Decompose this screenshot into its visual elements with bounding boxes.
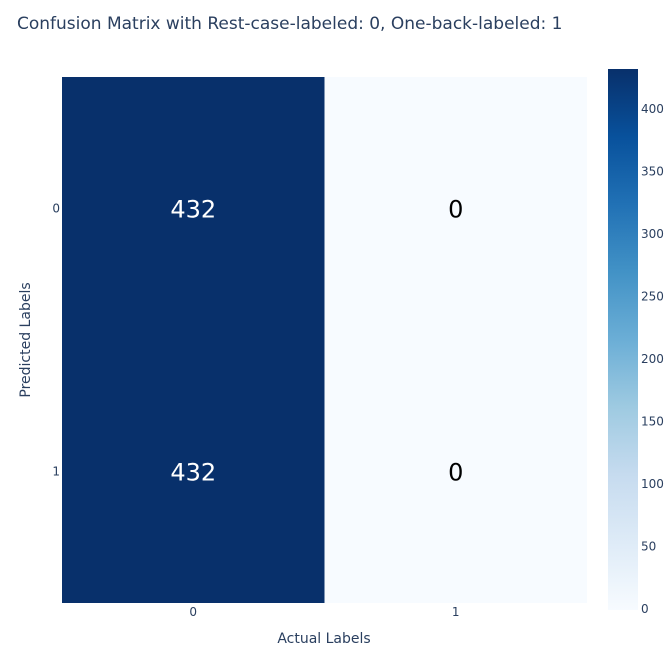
x-axis-title: Actual Labels xyxy=(277,631,370,647)
cell-value-label-0-0: 432 xyxy=(170,196,216,224)
heatmap-cell-1-1 xyxy=(324,340,587,603)
y-axis-ticks: 01 xyxy=(52,202,60,479)
colorbar-tick-label: 200 xyxy=(641,352,664,366)
colorbar-tick-label: 300 xyxy=(641,227,664,241)
x-tick-label: 1 xyxy=(452,605,460,619)
colorbar-tick-label: 50 xyxy=(641,540,656,554)
colorbar xyxy=(608,69,638,610)
chart-title: Confusion Matrix with Rest-case-labeled:… xyxy=(17,14,562,34)
colorbar-tick-label: 0 xyxy=(641,602,649,616)
cell-value-label-0-1: 0 xyxy=(448,196,463,224)
heatmap-cell-0-1 xyxy=(324,77,587,340)
y-tick-label: 0 xyxy=(52,202,60,216)
cell-value-label-1-1: 0 xyxy=(448,459,463,487)
y-tick-label: 1 xyxy=(52,465,60,479)
heatmap-cell-labels: 432 0 432 0 xyxy=(170,196,463,487)
colorbar-tick-label: 400 xyxy=(641,102,664,116)
colorbar-tick-label: 250 xyxy=(641,290,664,304)
heatmap-cell-1-0 xyxy=(62,340,325,603)
x-tick-label: 0 xyxy=(189,605,197,619)
heatmap-cell-0-0 xyxy=(62,77,325,340)
colorbar-tick-label: 100 xyxy=(641,477,664,491)
colorbar-ticks: 0 50 100 150 200 250 300 350 400 xyxy=(641,102,664,616)
colorbar-tick-label: 350 xyxy=(641,165,664,179)
heatmap-cells xyxy=(62,77,587,603)
y-axis-title: Predicted Labels xyxy=(18,282,34,397)
cell-value-label-1-0: 432 xyxy=(170,459,216,487)
colorbar-tick-label: 150 xyxy=(641,415,664,429)
